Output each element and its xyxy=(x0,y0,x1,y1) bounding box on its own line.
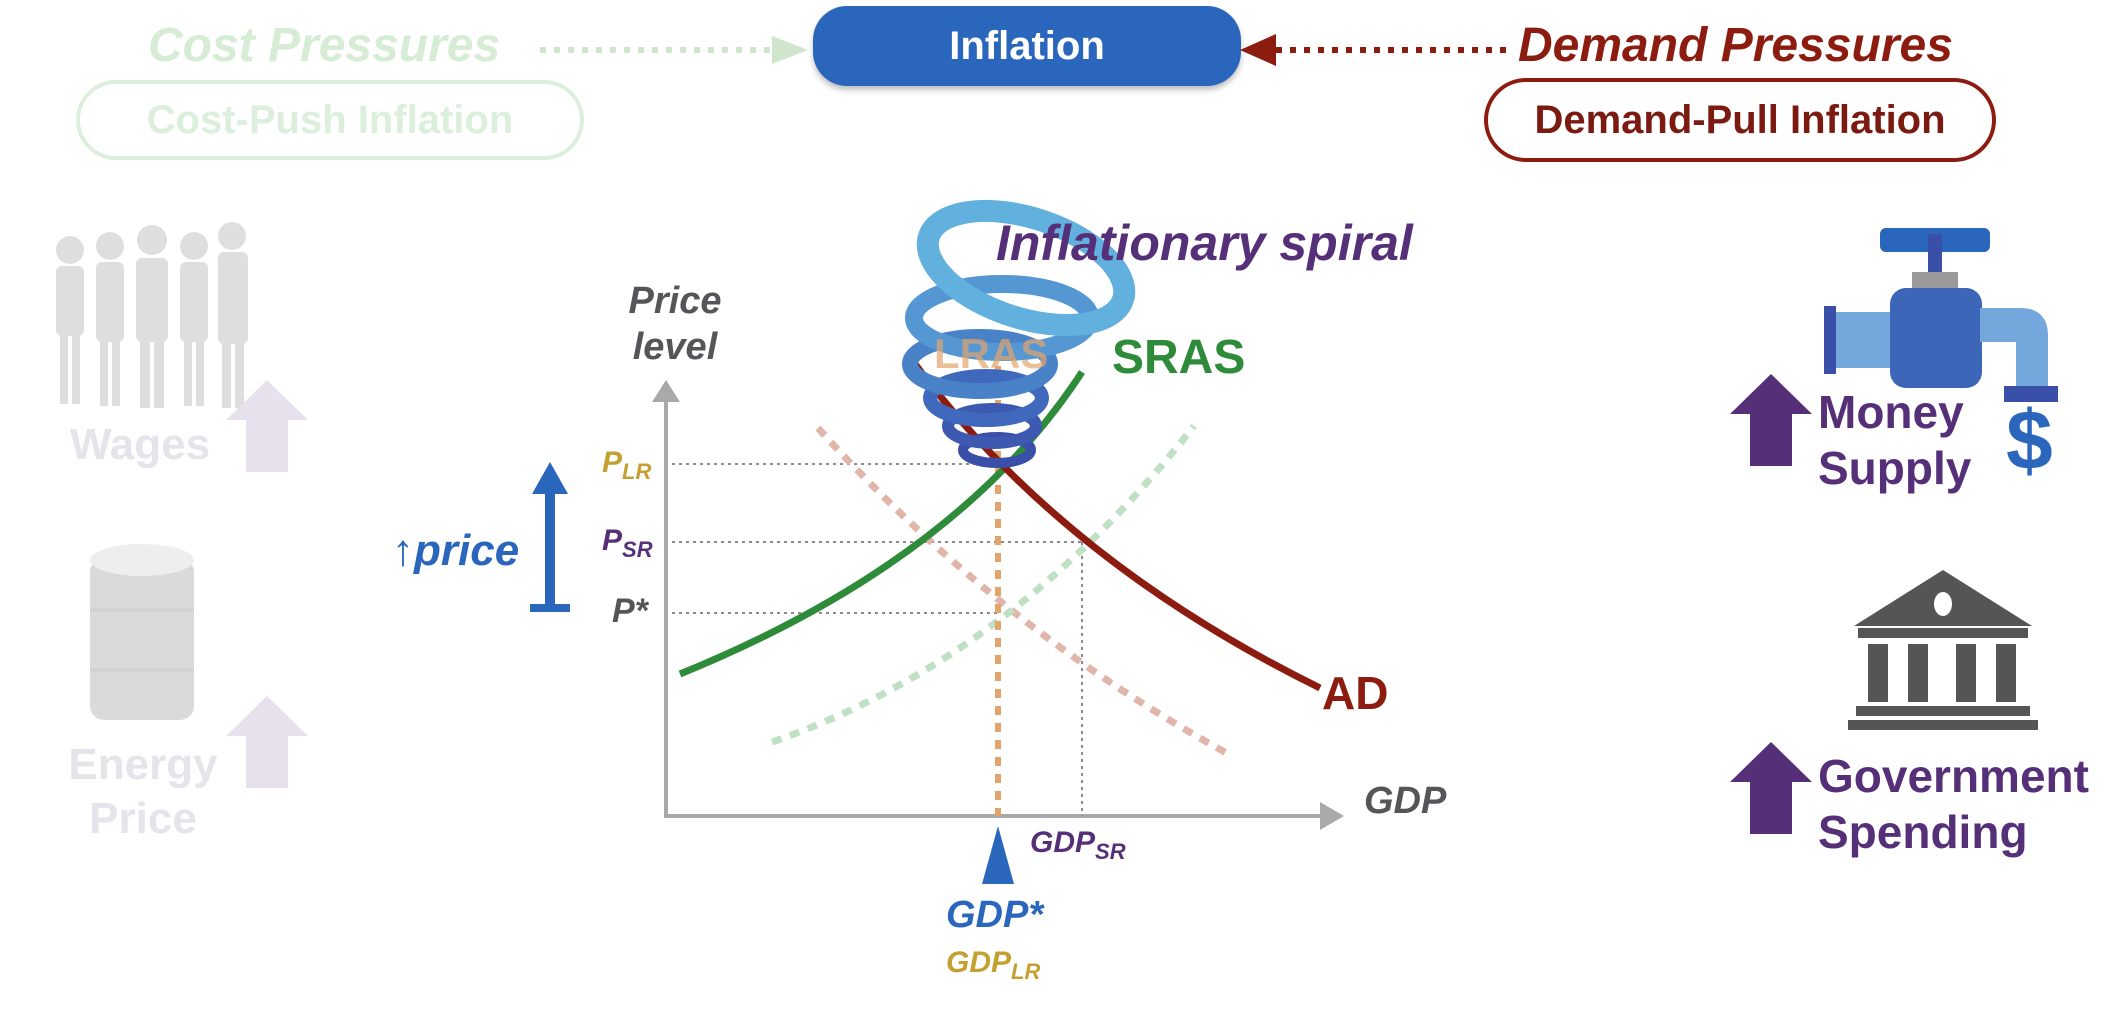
government-up-arrow-icon xyxy=(1730,742,1812,834)
gdp-sr-tick: GDPSR xyxy=(1030,826,1126,865)
p-lr-tick: PLR xyxy=(602,446,651,485)
sras-new-curve xyxy=(678,370,1085,678)
y-axis-arrowhead xyxy=(652,380,680,402)
gdp-sr-sub: SR xyxy=(1095,839,1126,864)
lras-label: LRAS xyxy=(934,330,1049,377)
ad-original-curve xyxy=(815,425,1234,760)
y-axis-label-line2: level xyxy=(632,326,718,368)
money-supply-line2: Supply xyxy=(1818,442,1972,494)
demand-pressures-label: Demand Pressures xyxy=(1518,19,1953,72)
inflation-title-box: Inflation xyxy=(813,6,1241,86)
workers-icon xyxy=(56,222,248,408)
money-tap-icon xyxy=(1824,228,2058,402)
government-spending-line2: Spending xyxy=(1818,806,2028,858)
p-sr-sub: SR xyxy=(622,537,653,562)
gdp-star-marker-icon xyxy=(982,826,1014,884)
demand-pull-inflation-box: Demand-Pull Inflation xyxy=(1484,78,1996,162)
inflationary-spiral-icon xyxy=(902,199,1136,468)
government-building-icon xyxy=(1848,570,2038,730)
gdp-lr-main: GDP xyxy=(946,946,1012,979)
money-up-arrow-icon xyxy=(1730,374,1812,466)
x-axis-arrowhead xyxy=(1320,802,1344,830)
government-spending-label: Government Spending xyxy=(1818,748,2089,860)
x-axis-label: GDP xyxy=(1364,780,1447,822)
dollar-sign-icon: $ xyxy=(2006,393,2053,487)
gdp-star-tick: GDP* xyxy=(946,894,1044,936)
cost-pressures-label: Cost Pressures xyxy=(148,19,501,72)
wages-up-arrow-icon xyxy=(226,380,308,472)
p-sr-tick: PSR xyxy=(602,524,653,563)
energy-label-line2: Price xyxy=(89,794,197,843)
inflationary-spiral-label: Inflationary spiral xyxy=(996,215,1413,271)
cost-to-inflation-arrow xyxy=(540,36,808,64)
energy-price-label: Energy Price xyxy=(60,738,226,846)
sras-original-curve xyxy=(770,423,1197,746)
money-supply-label: Money Supply xyxy=(1818,384,1971,496)
demand-to-inflation-arrow xyxy=(1240,34,1512,66)
price-up-label: ↑price xyxy=(392,526,520,575)
gdp-lr-tick: GDPLR xyxy=(946,946,1040,985)
wages-label: Wages xyxy=(69,420,211,469)
energy-label-line1: Energy xyxy=(68,740,218,789)
price-up-arrow-icon xyxy=(530,462,570,612)
gdp-sr-main: GDP xyxy=(1030,826,1096,859)
p-lr-main: P xyxy=(602,446,623,479)
p-lr-sub: LR xyxy=(622,459,652,484)
money-supply-line1: Money xyxy=(1818,386,1964,438)
sras-label: SRAS xyxy=(1112,331,1246,384)
y-axis-label: Price level xyxy=(620,278,730,370)
oil-barrel-icon xyxy=(90,544,194,720)
y-axis-label-line1: Price xyxy=(628,280,722,322)
government-spending-line1: Government xyxy=(1818,750,2089,802)
gdp-lr-sub: LR xyxy=(1011,959,1041,984)
p-sr-main: P xyxy=(602,524,623,557)
p-star-tick: P* xyxy=(612,592,648,630)
cost-push-inflation-box: Cost-Push Inflation xyxy=(76,80,584,160)
energy-up-arrow-icon xyxy=(226,696,308,788)
ad-label: AD xyxy=(1322,667,1389,719)
